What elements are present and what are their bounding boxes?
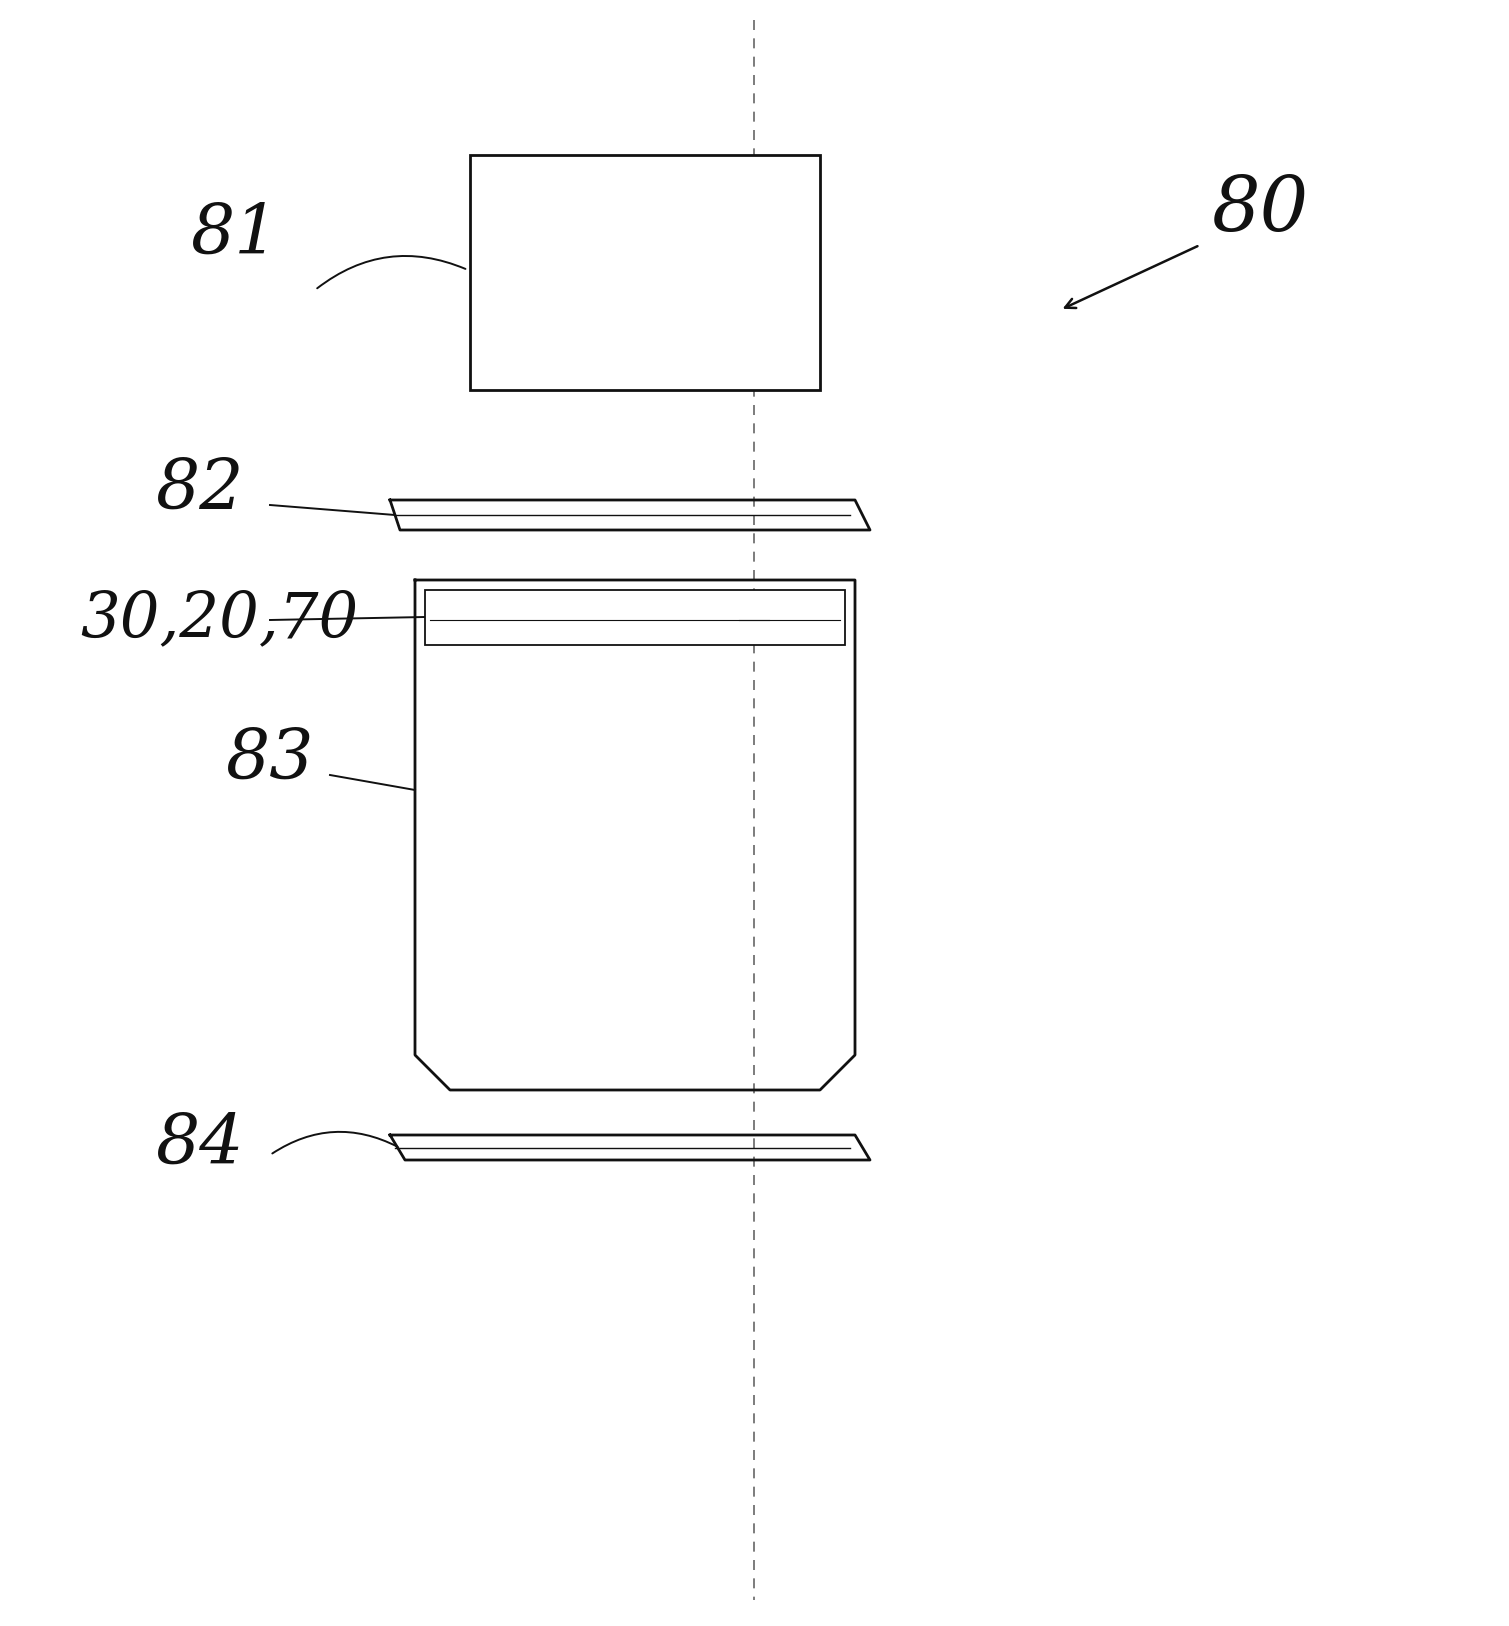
Text: 82: 82 xyxy=(155,457,244,524)
Text: 84: 84 xyxy=(155,1112,244,1179)
Bar xyxy=(426,590,845,646)
FancyArrowPatch shape xyxy=(317,255,465,288)
Bar xyxy=(469,154,819,390)
FancyArrowPatch shape xyxy=(272,1132,397,1153)
Text: 83: 83 xyxy=(226,727,314,793)
Text: 81: 81 xyxy=(190,202,279,268)
Text: 30,20,70: 30,20,70 xyxy=(80,589,358,650)
Text: 80: 80 xyxy=(1212,172,1308,247)
